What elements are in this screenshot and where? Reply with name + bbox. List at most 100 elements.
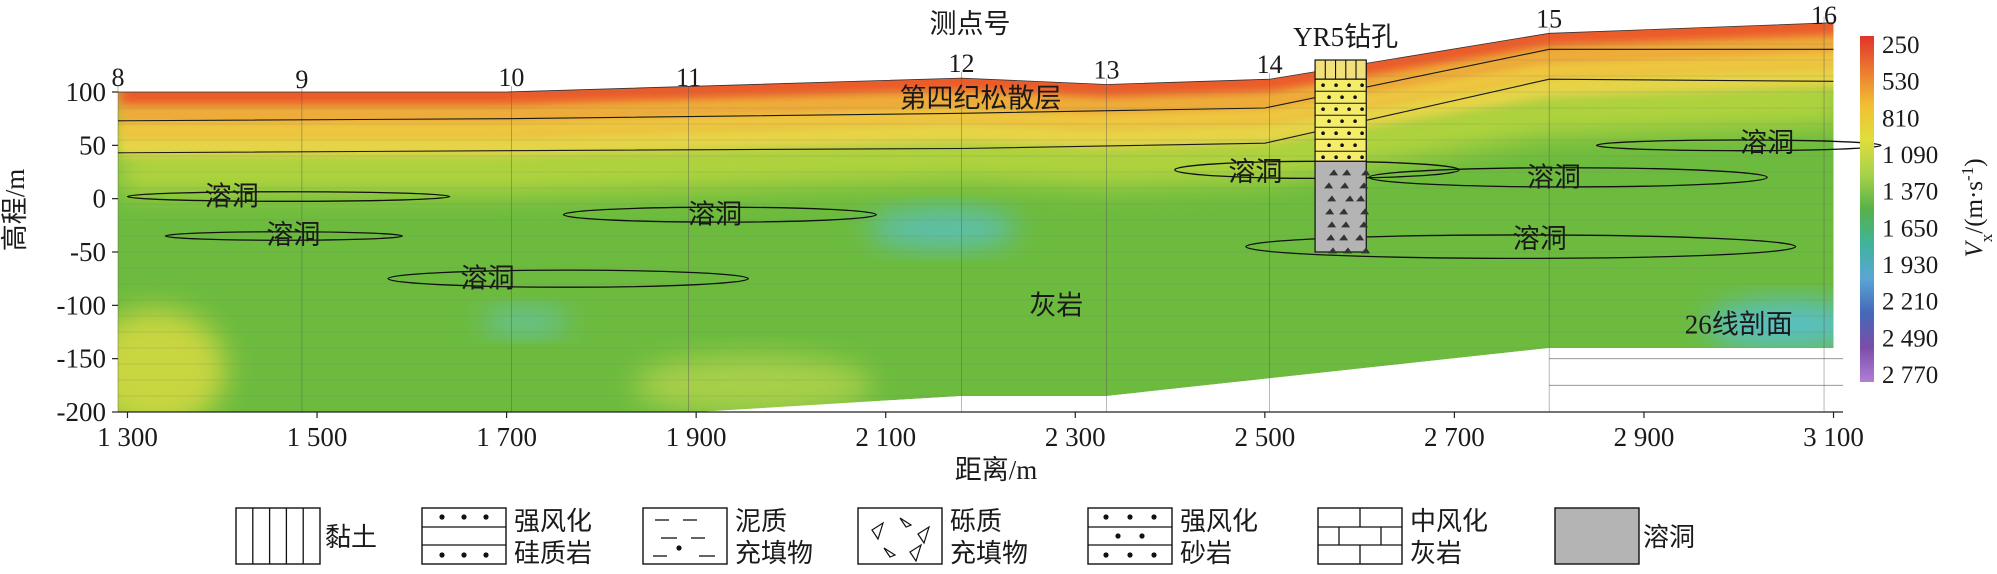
colorbar-label: Vx/(m·s-1) (1958, 158, 1996, 257)
swatch-dot (1115, 533, 1121, 539)
y-tick-label: -150 (57, 344, 107, 374)
gravel-triangle (1345, 195, 1355, 202)
cavity-outline (1368, 167, 1768, 188)
sandstone-dot (1327, 95, 1331, 99)
legend-item-clay: 黏土 (235, 507, 377, 565)
x-tick-label: 2 700 (1424, 422, 1485, 452)
gravel-triangle (1341, 221, 1351, 228)
cavity-label: 溶洞 (205, 182, 259, 212)
station-label: 16 (1811, 1, 1837, 30)
legend-item-cave: 溶洞 (1554, 507, 1695, 565)
sandstone-dot (1360, 131, 1364, 135)
borehole-column: YR5钻孔 (1293, 22, 1398, 254)
swatch-dot (461, 514, 467, 520)
cavity-outline (164, 231, 403, 241)
gravel-triangle (1325, 208, 1335, 215)
sandstone-dot (1334, 107, 1338, 111)
section-annotation: 26线剖面 (1685, 310, 1793, 340)
sandstone-dot (1347, 107, 1351, 111)
legend-label-line2: 硅质岩 (514, 539, 592, 568)
swatch-dot (676, 545, 682, 551)
colorbar-label-unit: /(m·s (1961, 181, 1988, 234)
colorbar-label-var: V (1961, 240, 1988, 258)
colorbar-tick-label: 530 (1882, 69, 1920, 96)
cavity-label: 溶洞 (266, 220, 320, 250)
colorbar-tick-label: 810 (1882, 105, 1920, 132)
station-label: 12 (949, 49, 975, 78)
colorbar-ramp (1860, 36, 1874, 382)
legend-label-line1: 强风化 (1180, 507, 1258, 536)
y-tick-label: -100 (57, 290, 107, 320)
sandstone-dot (1321, 131, 1325, 135)
sandstone-dot (1347, 131, 1351, 135)
gravel-triangle (1339, 208, 1349, 215)
station-label: 13 (1094, 56, 1120, 85)
swatch-dot (483, 552, 489, 558)
gravel-triangle (1359, 182, 1369, 189)
clay-block (1314, 59, 1367, 80)
sandstone-dot (1327, 143, 1331, 147)
gravel-triangle (1326, 234, 1336, 241)
legend-label-line2: 砂岩 (1180, 539, 1232, 568)
swatch-triangle (899, 517, 913, 528)
colorbar-tick-label: 2 490 (1882, 325, 1938, 352)
station-label: 8 (112, 63, 125, 92)
gravel-triangle (1340, 182, 1350, 189)
colorbar-tick-label: 1 370 (1882, 179, 1938, 206)
legend-swatch (857, 507, 943, 565)
sandstone-dot (1353, 143, 1357, 147)
gravel-triangle (1355, 234, 1365, 241)
x-axis-label: 距离/m (955, 455, 1038, 485)
band-orange (118, 39, 1834, 120)
gravel-triangle (1343, 247, 1353, 254)
x-tick-label: 1 700 (476, 422, 537, 452)
gravel-triangle (1342, 169, 1352, 176)
section-annotation: 第四纪松散层 (900, 83, 1062, 113)
legend-label-line2: 充填物 (735, 539, 813, 568)
sandstone-dot (1360, 83, 1364, 87)
colorbar: 250 530 810 1 090 1 370 1 650 1 930 2 210 2 490 2… (1860, 32, 1996, 389)
patch-yellow-bottom (633, 355, 874, 412)
legend-swatch (642, 507, 728, 565)
legend-label-line1: 砾质 (950, 507, 1002, 536)
x-tick-label: 1 300 (97, 422, 158, 452)
colorbar-tick-label: 1 650 (1882, 215, 1938, 242)
sandstone-dot (1353, 95, 1357, 99)
x-tick-label: 2 300 (1045, 422, 1106, 452)
gravel-triangle (1324, 182, 1334, 189)
cavity-label: 溶洞 (688, 200, 742, 230)
gravel-triangle (1327, 195, 1337, 202)
colorbar-tick-label: 2 210 (1882, 289, 1938, 316)
cavity-label: 溶洞 (461, 264, 515, 294)
y-tick-label: -200 (57, 397, 107, 427)
legend-swatch (235, 507, 321, 565)
sandstone-dot (1340, 119, 1344, 123)
sandstone-dot (1347, 155, 1351, 159)
x-tick-label: 1 900 (666, 422, 727, 452)
gravel-triangle (1327, 221, 1337, 228)
swatch-triangle (883, 547, 897, 558)
legend-label-line1: 强风化 (514, 507, 592, 536)
station-label: 15 (1536, 4, 1562, 33)
cyan-zone-left (480, 307, 571, 336)
swatch-dot (439, 552, 445, 558)
cavity-label: 溶洞 (1228, 157, 1282, 187)
cavity-outline (1245, 234, 1797, 260)
gravel-triangle (1361, 247, 1371, 254)
legend-label-line2: 充填物 (950, 539, 1028, 568)
gravel-triangle (1360, 208, 1370, 215)
colorbar-tick-label: 1 090 (1882, 142, 1938, 169)
cavity-outline (1595, 139, 1882, 152)
x-tick-label: 2 900 (1614, 422, 1675, 452)
y-axis-label: 高程/m (0, 169, 30, 252)
station-label: 14 (1257, 50, 1283, 79)
sandstone-dot (1321, 83, 1325, 87)
colorbar-label-sub: x (1977, 233, 1996, 242)
sandstone-dot (1321, 155, 1325, 159)
